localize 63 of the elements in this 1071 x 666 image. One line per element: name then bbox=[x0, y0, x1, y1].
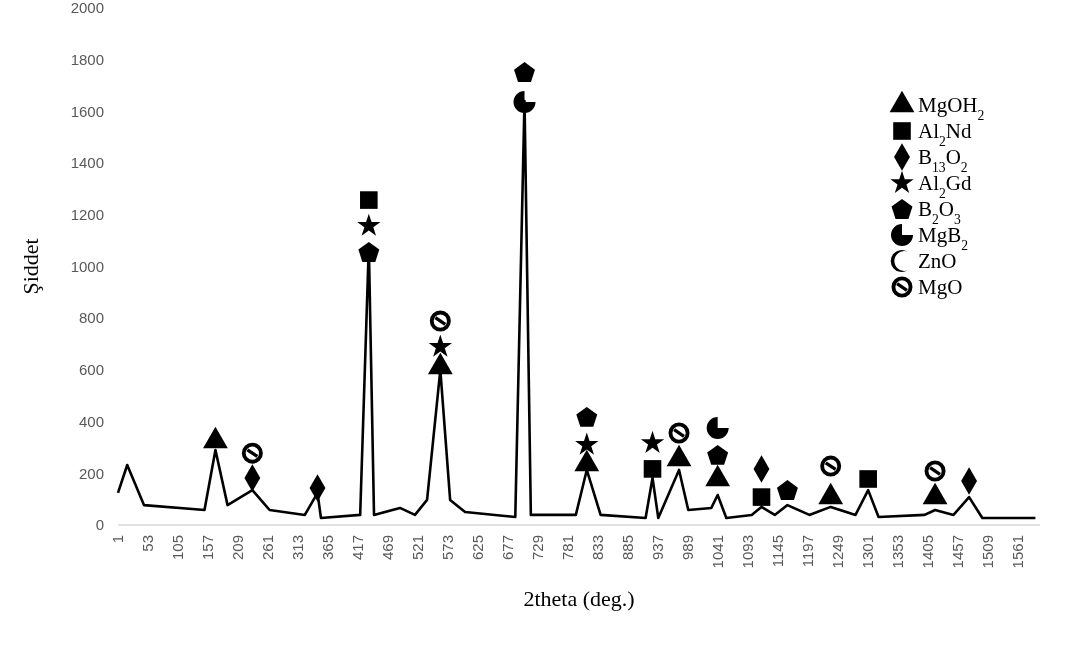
point bbox=[643, 460, 662, 478]
x-tick-label: 469 bbox=[379, 535, 397, 561]
point bbox=[428, 334, 453, 357]
x-tick-label: 1041 bbox=[708, 535, 726, 569]
x-tick-label: 677 bbox=[499, 535, 517, 561]
point bbox=[668, 422, 690, 444]
x-tick-label: 833 bbox=[588, 535, 606, 561]
x-tick-label: 209 bbox=[229, 535, 247, 561]
x-tick-label: 989 bbox=[678, 535, 696, 561]
point bbox=[752, 488, 771, 506]
x-tick-label: 1249 bbox=[828, 535, 846, 569]
y-tick-label: 0 bbox=[95, 516, 104, 534]
point bbox=[707, 444, 729, 465]
x-tick-label: 1197 bbox=[798, 535, 816, 568]
point bbox=[859, 470, 877, 488]
x-tick-label: 417 bbox=[349, 535, 367, 561]
y-tick-label: 1600 bbox=[70, 102, 104, 120]
x-tick-label: 625 bbox=[469, 535, 487, 561]
x-tick-label: 365 bbox=[319, 535, 337, 561]
x-tick-label: 937 bbox=[648, 535, 666, 561]
y-tick-label: 800 bbox=[78, 309, 104, 327]
x-tick-label: 729 bbox=[529, 535, 547, 561]
y-tick-label: 1000 bbox=[70, 257, 104, 275]
point bbox=[514, 62, 535, 83]
x-tick-label: 1 bbox=[109, 535, 127, 544]
x-tick-label: 1405 bbox=[918, 535, 936, 569]
x-tick-label: 781 bbox=[559, 535, 577, 561]
x-tick-label: 313 bbox=[289, 535, 307, 561]
x-tick-label: 1561 bbox=[1008, 535, 1026, 569]
x-tick-label: 521 bbox=[409, 535, 427, 561]
y-tick-label: 400 bbox=[78, 412, 104, 430]
y-tick-label: 600 bbox=[78, 361, 104, 379]
y-tick-label: 1200 bbox=[70, 206, 104, 224]
point bbox=[360, 191, 378, 209]
point bbox=[575, 432, 599, 455]
x-tick-label: 157 bbox=[199, 535, 217, 561]
point bbox=[924, 460, 946, 482]
x-tick-label: 1093 bbox=[738, 535, 756, 569]
legend-label: MgO bbox=[918, 275, 963, 300]
x-tick-label: 1145 bbox=[768, 535, 786, 568]
point bbox=[429, 310, 451, 332]
x-tick-label: 105 bbox=[169, 535, 187, 561]
x-tick-label: 53 bbox=[139, 535, 157, 552]
x-tick-label: 1353 bbox=[888, 535, 906, 569]
point bbox=[640, 430, 665, 453]
x-tick-label: 1509 bbox=[978, 535, 996, 569]
point bbox=[776, 480, 798, 500]
x-tick-label: 1301 bbox=[858, 535, 876, 569]
point bbox=[706, 417, 729, 440]
x-tick-label: 573 bbox=[439, 535, 457, 561]
y-tick-label: 1800 bbox=[70, 50, 104, 68]
y-tick-label: 200 bbox=[78, 464, 104, 482]
x-axis-title: 2theta (deg.) bbox=[523, 586, 635, 611]
point bbox=[820, 455, 842, 477]
y-tick-label: 2000 bbox=[70, 0, 104, 17]
y-tick-label: 1400 bbox=[70, 154, 104, 172]
point bbox=[241, 442, 263, 464]
x-tick-label: 1457 bbox=[948, 535, 966, 569]
point bbox=[576, 406, 598, 427]
x-tick-label: 885 bbox=[618, 535, 636, 561]
point bbox=[357, 213, 381, 236]
x-tick-label: 261 bbox=[259, 535, 277, 561]
y-axis-title: Şiddet bbox=[18, 238, 43, 295]
